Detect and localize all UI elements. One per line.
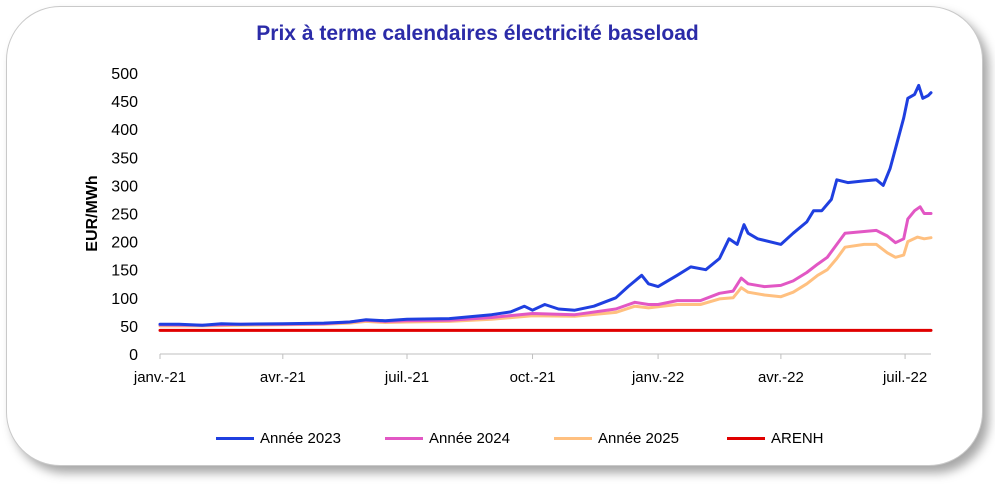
legend-swatch: [385, 437, 423, 440]
y-tick-label: 100: [111, 291, 138, 308]
y-tick-label: 450: [111, 94, 138, 111]
x-tick-label: juil.-22: [882, 369, 927, 386]
y-tick-label: 0: [129, 347, 138, 364]
y-tick-label: 350: [111, 150, 138, 167]
x-tick-label: avr.-22: [758, 369, 804, 386]
y-tick-label: 500: [111, 66, 138, 83]
legend-swatch: [554, 437, 592, 440]
series-line-annee-2023: [158, 83, 933, 327]
legend-label: ARENH: [771, 430, 824, 447]
x-tick-label: janv.-22: [631, 369, 684, 386]
chart-legend: Année 2023 Année 2024 Année 2025 ARENH: [0, 430, 995, 450]
y-tick-label: 150: [111, 263, 138, 280]
y-axis-label: EUR/MWh: [84, 175, 101, 251]
legend-label: Année 2023: [260, 430, 341, 447]
series-line-annee-2024: [158, 205, 933, 327]
legend-item: Année 2023: [216, 430, 341, 447]
x-tick-label: avr.-21: [260, 369, 306, 386]
y-tick-label: 250: [111, 207, 138, 224]
x-tick-label: oct.-21: [510, 369, 556, 386]
y-tick-label: 400: [111, 122, 138, 139]
legend-item: ARENH: [727, 430, 824, 447]
legend-label: Année 2024: [429, 430, 510, 447]
x-tick-label: juil.-21: [384, 369, 429, 386]
x-tick-label: janv.-21: [133, 369, 186, 386]
legend-item: Année 2024: [385, 430, 510, 447]
chart-card: [6, 6, 983, 466]
chart-title: Prix à terme calendaires électricité bas…: [256, 22, 699, 45]
y-tick-label: 300: [111, 178, 138, 195]
legend-swatch: [216, 437, 254, 440]
legend-swatch: [727, 437, 765, 440]
legend-label: Année 2025: [598, 430, 679, 447]
y-tick-label: 200: [111, 235, 138, 252]
y-tick-label: 50: [120, 319, 138, 336]
legend-item: Année 2025: [554, 430, 679, 447]
